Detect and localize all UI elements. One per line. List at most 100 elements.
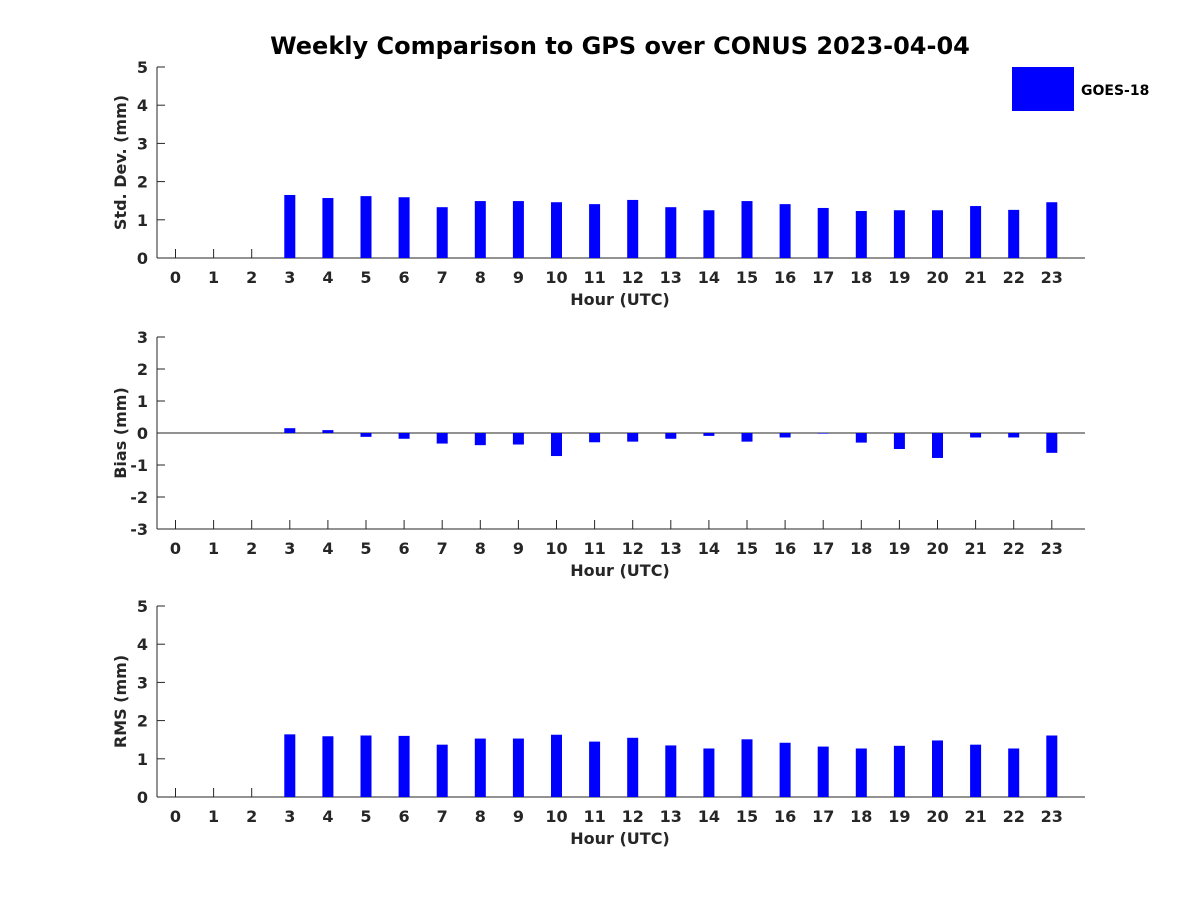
bar <box>1046 202 1058 258</box>
bar <box>779 433 791 438</box>
y-tick-label: -3 <box>130 520 148 539</box>
y-tick-label: 4 <box>137 96 148 115</box>
bar <box>512 201 524 258</box>
y-tick-label: 1 <box>137 392 148 411</box>
x-tick-label: 21 <box>964 807 986 826</box>
x-tick-label: 22 <box>1003 539 1025 558</box>
bar <box>551 433 562 457</box>
y-tick-label: 3 <box>137 134 148 153</box>
bar <box>1008 748 1020 797</box>
bar <box>589 433 601 443</box>
y-tick-label: 1 <box>137 211 148 230</box>
y-tick-label: 5 <box>137 597 148 616</box>
x-tick-label: 6 <box>399 807 410 826</box>
x-tick-label: 5 <box>360 807 371 826</box>
x-tick-label: 15 <box>736 539 758 558</box>
x-tick-label: 9 <box>513 268 524 287</box>
x-tick-label: 11 <box>583 807 605 826</box>
x-tick-label: 0 <box>170 268 181 287</box>
bar <box>398 735 410 797</box>
x-tick-label: 15 <box>736 268 758 287</box>
bar <box>627 199 639 258</box>
x-tick-label: 10 <box>545 268 567 287</box>
bar <box>970 744 982 797</box>
x-tick-label: 6 <box>399 539 410 558</box>
bar <box>855 211 867 258</box>
bar <box>512 433 524 445</box>
bar <box>779 204 791 258</box>
bar <box>970 433 982 438</box>
bar <box>589 741 601 797</box>
bar <box>284 428 296 433</box>
x-tick-label: 2 <box>246 539 257 558</box>
bar <box>474 201 486 258</box>
x-tick-label: 14 <box>698 807 720 826</box>
bar <box>322 430 334 433</box>
x-tick-label: 0 <box>170 539 181 558</box>
x-tick-label: 3 <box>284 539 295 558</box>
x-tick-label: 14 <box>698 268 720 287</box>
x-tick-label: 1 <box>208 268 219 287</box>
bar <box>551 734 562 797</box>
x-tick-label: 17 <box>812 539 834 558</box>
bar <box>284 734 296 797</box>
y-tick-label: 3 <box>137 673 148 692</box>
x-tick-label: 12 <box>622 539 644 558</box>
chart-title: Weekly Comparison to GPS over CONUS 2023… <box>270 32 970 60</box>
bar <box>779 742 791 797</box>
x-tick-label: 11 <box>583 539 605 558</box>
x-tick-label: 18 <box>850 807 872 826</box>
x-tick-label: 4 <box>322 807 333 826</box>
bar <box>1046 735 1058 797</box>
y-tick-label: 0 <box>137 788 148 807</box>
bar <box>284 194 296 258</box>
bar <box>665 433 677 439</box>
x-tick-label: 8 <box>475 539 486 558</box>
x-tick-label: 9 <box>513 807 524 826</box>
y-tick-label: 0 <box>137 424 148 443</box>
bar <box>551 202 562 258</box>
bar <box>1008 209 1020 258</box>
y-tick-label: 3 <box>137 328 148 347</box>
bar <box>436 433 448 444</box>
x-tick-label: 20 <box>926 539 948 558</box>
bar <box>741 201 753 258</box>
bar <box>932 210 943 258</box>
x-tick-label: 2 <box>246 268 257 287</box>
bar <box>703 748 715 797</box>
legend-swatch <box>1012 67 1074 111</box>
bar <box>855 748 867 797</box>
bar <box>703 210 715 258</box>
x-axis-label: Hour (UTC) <box>570 561 670 580</box>
x-tick-label: 10 <box>545 539 567 558</box>
bar <box>932 433 943 458</box>
x-tick-label: 22 <box>1003 268 1025 287</box>
y-tick-label: -2 <box>130 488 148 507</box>
y-tick-label: 5 <box>137 58 148 77</box>
x-tick-label: 13 <box>660 268 682 287</box>
legend: GOES-18 <box>1012 67 1149 111</box>
bar <box>855 433 867 443</box>
x-axis-label: Hour (UTC) <box>570 290 670 309</box>
bar <box>932 740 943 797</box>
x-tick-label: 9 <box>513 539 524 558</box>
x-tick-label: 15 <box>736 807 758 826</box>
x-tick-label: 19 <box>888 807 910 826</box>
bar <box>512 738 524 797</box>
bar <box>665 745 677 797</box>
x-tick-label: 23 <box>1041 807 1063 826</box>
x-tick-label: 21 <box>964 268 986 287</box>
x-tick-label: 8 <box>475 807 486 826</box>
bar <box>703 433 715 436</box>
x-tick-label: 1 <box>208 539 219 558</box>
x-tick-label: 16 <box>774 807 796 826</box>
x-tick-label: 18 <box>850 268 872 287</box>
bar <box>627 433 639 442</box>
bar <box>893 433 905 449</box>
x-tick-label: 16 <box>774 539 796 558</box>
bar <box>627 737 639 797</box>
x-tick-label: 5 <box>360 268 371 287</box>
x-tick-label: 12 <box>622 268 644 287</box>
y-axis-label: RMS (mm) <box>111 655 130 748</box>
bar <box>360 433 372 437</box>
